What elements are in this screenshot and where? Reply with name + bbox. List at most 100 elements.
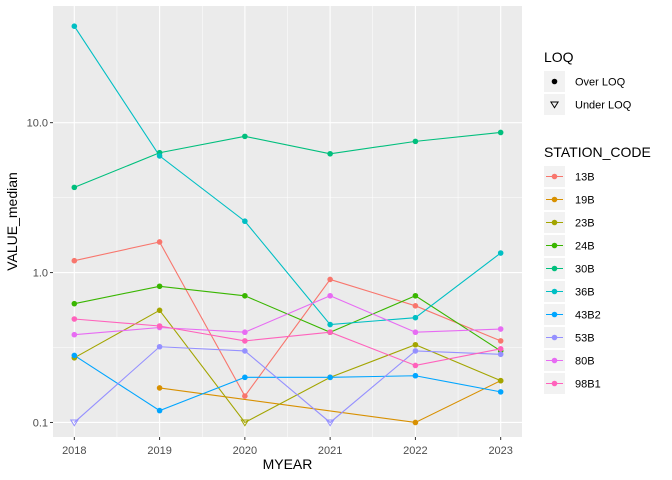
data-point-36B-2018 [71, 23, 78, 29]
legend-dot-23B [551, 219, 558, 226]
y-tick-label: 1.0 [33, 268, 48, 280]
x-tick-label: 2019 [147, 445, 171, 457]
data-point-13B-2018 [71, 257, 78, 264]
data-point-19B-2022 [412, 419, 419, 426]
data-point-53B-2019 [156, 343, 163, 350]
data-point-98B1-2023 [497, 346, 504, 352]
data-point-80B-2020 [242, 329, 248, 336]
open-triangle-icon [549, 101, 560, 109]
legend-dot-80B [551, 357, 558, 364]
data-point-43B2-2018 [71, 352, 78, 359]
x-tick-label: 2022 [403, 445, 427, 457]
series-line-23B [74, 309, 501, 424]
data-point-23B-2020 [240, 419, 250, 427]
y-axis-title: VALUE_median [4, 172, 20, 271]
series-line-98B1 [74, 318, 501, 367]
data-point-36B-2019 [156, 153, 163, 159]
legend-label-36B: 36B [575, 287, 595, 299]
legend-dot-24B [551, 242, 558, 249]
data-point-24B-2022 [412, 292, 419, 299]
series-line-43B2 [74, 354, 501, 412]
legend-dot-30B [551, 265, 558, 272]
data-point-23B-2019 [156, 307, 163, 314]
data-points [69, 23, 504, 427]
legend-dot-19B [551, 196, 558, 203]
x-tick-label: 2018 [62, 445, 86, 457]
legend-label-30B: 30B [575, 264, 595, 276]
data-point-30B-2023 [497, 129, 504, 136]
data-point-53B-2022 [412, 348, 419, 354]
data-point-98B1-2019 [156, 323, 163, 329]
data-point-53B-2021 [325, 419, 335, 427]
data-point-53B-2018 [69, 419, 79, 427]
data-point-24B-2018 [71, 300, 78, 307]
legend-label-loq: Over LOQ [575, 77, 626, 89]
data-point-80B-2018 [71, 331, 78, 338]
legend-dot-98B1 [551, 380, 558, 387]
legend-dot-43B2 [551, 311, 558, 318]
data-point-30B-2018 [71, 184, 78, 191]
legend-label-43B2: 43B2 [575, 310, 601, 322]
data-point-23B-2023 [497, 377, 504, 384]
legend-label-24B: 24B [575, 241, 595, 253]
data-point-13B-2023 [497, 338, 504, 344]
legend-dot-36B [551, 288, 558, 295]
x-axis-title: MYEAR [263, 456, 313, 472]
series-line-30B [74, 131, 501, 188]
data-point-80B-2021 [327, 292, 333, 299]
data-point-30B-2022 [412, 138, 419, 145]
x-tick-label: 2021 [318, 445, 342, 457]
data-point-36B-2022 [412, 314, 419, 321]
series-line-36B [73, 25, 502, 326]
data-point-24B-2019 [156, 283, 163, 290]
legend-dot-53B [551, 334, 558, 341]
legend-dot-13B [551, 173, 558, 180]
legend-label-98B1: 98B1 [575, 379, 601, 391]
data-point-43B2-2020 [242, 374, 248, 381]
legend-label-80B: 80B [575, 356, 595, 368]
data-point-36B-2021 [327, 321, 333, 328]
data-point-98B1-2020 [242, 338, 248, 344]
data-point-13B-2019 [156, 239, 163, 245]
legend-key [544, 94, 565, 115]
legend-label-loq: Under LOQ [575, 100, 632, 112]
filled-circle-icon [551, 78, 558, 85]
x-tick-label: 2020 [233, 445, 257, 457]
data-point-23B-2022 [412, 341, 419, 348]
data-point-36B-2020 [242, 218, 248, 225]
x-tick-label: 2023 [488, 445, 512, 457]
data-point-13B-2022 [412, 303, 419, 309]
data-point-98B1-2018 [71, 316, 78, 322]
axes: 0.1 1.0 10.0 2018 2019 2020 2021 2022 2023 [27, 118, 513, 457]
data-point-80B-2022 [412, 329, 419, 336]
grid-lines [53, 6, 522, 437]
data-point-30B-2021 [327, 150, 333, 157]
data-point-30B-2020 [242, 133, 248, 140]
series-line-13B [74, 241, 501, 398]
data-point-98B1-2021 [327, 329, 333, 336]
legend-label-13B: 13B [575, 172, 595, 184]
data-point-19B-2019 [156, 385, 163, 391]
y-tick-label: 0.1 [33, 417, 48, 429]
data-point-36B-2023 [497, 250, 504, 256]
data-point-53B-2020 [242, 348, 248, 354]
legend-title-station: STATION_CODE [544, 144, 651, 160]
data-point-43B2-2021 [327, 374, 333, 381]
legend-label-53B: 53B [575, 333, 595, 345]
data-point-43B2-2019 [156, 407, 163, 414]
data-point-13B-2021 [327, 276, 333, 283]
legend-title-loq: LOQ [544, 49, 574, 65]
data-point-24B-2020 [242, 292, 248, 299]
data-point-43B2-2022 [412, 372, 419, 379]
data-point-80B-2023 [497, 326, 504, 332]
data-point-98B1-2022 [412, 362, 419, 369]
legend-label-23B: 23B [575, 218, 595, 230]
y-tick-label: 10.0 [27, 118, 48, 130]
series-line-80B [74, 295, 501, 336]
data-point-53B-2023 [497, 351, 504, 358]
series-line-53B [73, 346, 501, 424]
data-point-43B2-2023 [497, 389, 504, 395]
series-lines [73, 25, 502, 424]
